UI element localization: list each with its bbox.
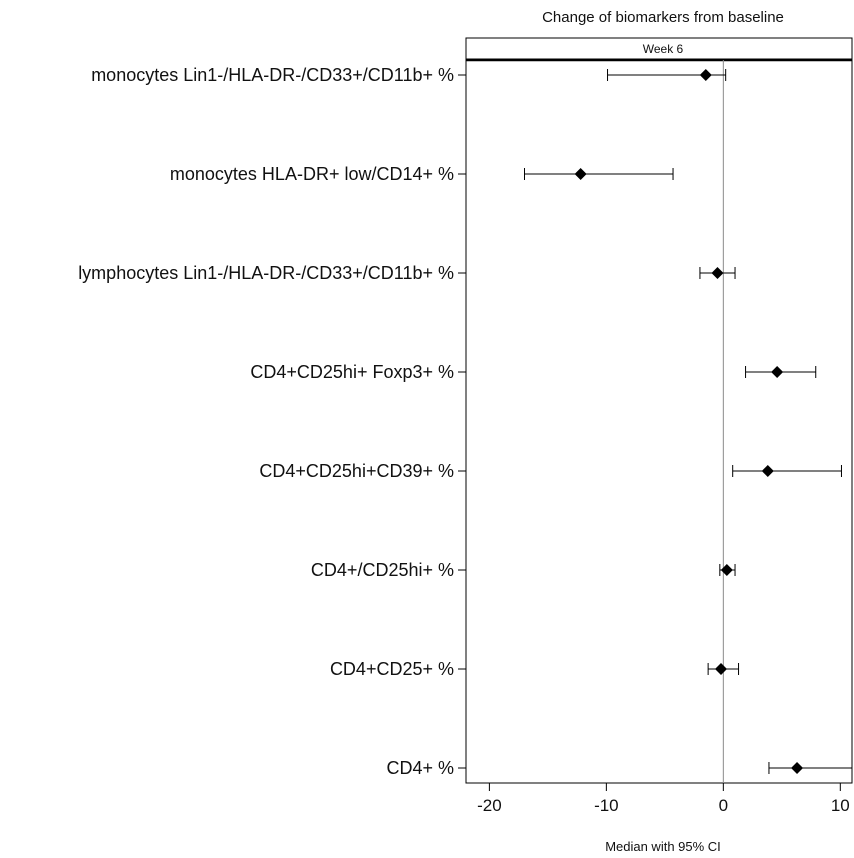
median-point bbox=[791, 762, 804, 774]
median-point bbox=[720, 564, 733, 576]
x-tick-label: -10 bbox=[594, 796, 619, 815]
x-tick-label: -20 bbox=[477, 796, 502, 815]
category-label: CD4+CD25hi+CD39+ % bbox=[259, 461, 454, 481]
category-label: CD4+/CD25hi+ % bbox=[311, 560, 454, 580]
x-axis-title: Median with 95% CI bbox=[605, 839, 721, 854]
median-point bbox=[714, 663, 727, 675]
category-label: CD4+CD25+ % bbox=[330, 659, 454, 679]
x-tick-label: 10 bbox=[831, 796, 850, 815]
chart-title: Change of biomarkers from baseline bbox=[542, 9, 784, 26]
median-point bbox=[699, 69, 712, 81]
category-label: monocytes HLA-DR+ low/CD14+ % bbox=[170, 164, 454, 184]
median-point bbox=[574, 168, 587, 180]
x-tick-label: 0 bbox=[719, 796, 728, 815]
category-label: lymphocytes Lin1-/HLA-DR-/CD33+/CD11b+ % bbox=[78, 263, 454, 283]
category-label: CD4+CD25hi+ Foxp3+ % bbox=[250, 362, 454, 382]
median-point bbox=[761, 465, 774, 477]
panel-header-label: Week 6 bbox=[643, 42, 684, 56]
plot-area-frame bbox=[465, 59, 853, 784]
median-point bbox=[711, 267, 724, 279]
category-label: CD4+ % bbox=[386, 758, 454, 778]
chart-marks: -20 -10 0 10 monocytes Lin1-/HLA-DR-/CD33+/C… bbox=[78, 60, 853, 815]
category-label: monocytes Lin1-/HLA-DR-/CD33+/CD11b+ % bbox=[91, 65, 454, 85]
median-point bbox=[771, 366, 784, 378]
